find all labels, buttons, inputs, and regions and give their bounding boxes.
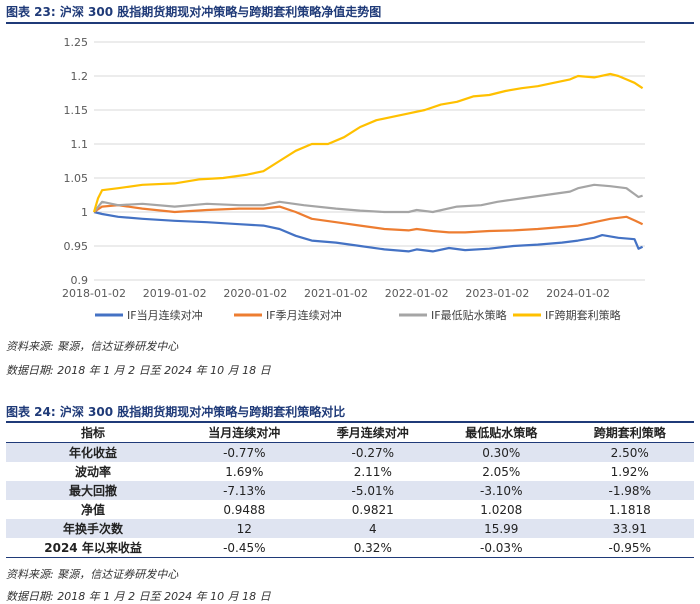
y-tick-label: 1.05 [64,172,89,185]
table-header-cell: 跨期套利策略 [565,423,694,443]
chart-legend: IF当月连续对冲 IF季月连续对冲 IF最低贴水策略 IF跨期套利策略 [95,308,621,322]
table-cell: -0.03% [437,538,566,558]
net-value-line-chart: 0.9 0.95 1 1.05 1.1 1.15 1.2 1.25 2018-01-02 2019… [62,36,645,322]
table-cell: -7.13% [180,481,309,500]
figure-24-title-rule [6,421,694,423]
table-header-cell: 最低贴水策略 [437,423,566,443]
table-cell: 0.9488 [223,502,266,517]
table-cell: 12 [180,519,309,538]
x-tick-label: 2020-01-02 [223,287,287,300]
table-cell: -3.10% [437,481,566,500]
figure-24-source: 资料来源: 聚源，信达证券研发中心 [6,568,179,581]
table-cell: -5.01% [308,481,438,500]
table-row: 波动率 1.69% 2.11% 2.05% 1.92% [6,462,694,481]
row-label: 净值 [81,503,106,517]
x-tick-label: 2022-01-02 [385,287,449,300]
table-header-row: 指标 当月连续对冲 季月连续对冲 最低贴水策略 跨期套利策略 [6,423,694,443]
table-cell: -0.45% [180,538,309,558]
table-row: 年化收益 -0.77% -0.27% 0.30% 2.50% [6,442,694,462]
x-tick-label: 2018-01-02 [62,287,126,300]
legend-label: IF跨期套利策略 [545,308,621,322]
table-cell: 0.9821 [351,502,394,517]
table-cell: 1.0208 [480,502,523,517]
table-header-cell: 季月连续对冲 [308,423,438,443]
chart-series [92,72,644,253]
table-cell: 0.30% [437,442,566,462]
figure-23-title: 图表 23: 沪深 300 股指期货期现对冲策略与跨期套利策略净值走势图 [6,5,382,19]
x-tick-label: 2019-01-02 [143,287,207,300]
table-cell: -0.27% [308,442,438,462]
series-line-3 [93,183,643,214]
table-cell: -0.77% [180,442,309,462]
y-tick-label: 1.15 [64,104,89,117]
table-cell: 2.11% [353,464,392,479]
table-cell: 1.1818 [608,502,651,517]
series-line-1 [93,210,644,253]
table-cell: 0.32% [308,538,438,558]
y-tick-label: 1 [81,206,88,219]
table-row: 净值 0.9488 0.9821 1.0208 1.1818 [6,500,694,519]
table-cell: 2.05% [482,464,521,479]
y-tick-label: 0.95 [64,240,89,253]
y-tick-label: 0.9 [71,274,89,287]
y-tick-label: 1.25 [64,36,89,49]
table-cell: 15.99 [437,519,566,538]
series-line-4 [92,72,644,213]
figure-24-title: 图表 24: 沪深 300 股指期货期现对冲策略与跨期套利策略对比 [6,405,346,419]
x-tick-label: 2021-01-02 [304,287,368,300]
figure-24-date-note: 数据日期: 2018 年 1 月 2 日至 2024 年 10 月 18 日 [6,590,271,603]
row-label: 年化收益 [6,442,181,462]
figure-23-source: 资料来源: 聚源，信达证券研发中心 [6,340,179,353]
x-tick-label: 2023-01-02 [465,287,529,300]
table-header-cell: 当月连续对冲 [180,423,309,443]
row-label: 波动率 [75,465,112,479]
table-row: 2024 年以来收益 -0.45% 0.32% -0.03% -0.95% [6,538,694,558]
table-header-cell: 指标 [6,423,181,443]
legend-label: IF当月连续对冲 [127,308,203,322]
figure-23-title-rule [6,22,694,24]
x-tick-label: 2024-01-02 [546,287,610,300]
strategy-comparison-table: 指标 当月连续对冲 季月连续对冲 最低贴水策略 跨期套利策略 年化收益 -0.7… [6,423,694,558]
table-cell: 33.91 [565,519,694,538]
series-line-2 [93,204,644,234]
table-row: 最大回撤 -7.13% -5.01% -3.10% -1.98% [6,481,694,500]
row-label: 2024 年以来收益 [6,538,181,558]
y-tick-label: 1.1 [71,138,89,151]
chart-gridlines [94,41,645,281]
chart-axes: 0.9 0.95 1 1.05 1.1 1.15 1.2 1.25 2018-01-02 2019… [62,36,610,300]
table-cell: -0.95% [565,538,694,558]
figure-23-date-note: 数据日期: 2018 年 1 月 2 日至 2024 年 10 月 18 日 [6,364,271,377]
row-label: 年换手次数 [6,519,181,538]
legend-label: IF季月连续对冲 [266,308,342,322]
table-cell: 4 [308,519,438,538]
row-label: 最大回撤 [6,481,181,500]
y-tick-label: 1.2 [71,70,89,83]
legend-label: IF最低贴水策略 [431,308,507,322]
table-cell: 1.69% [225,464,264,479]
table-cell: 2.50% [565,442,694,462]
table-cell: -1.98% [565,481,694,500]
table-row: 年换手次数 12 4 15.99 33.91 [6,519,694,538]
table-cell: 1.92% [610,464,649,479]
